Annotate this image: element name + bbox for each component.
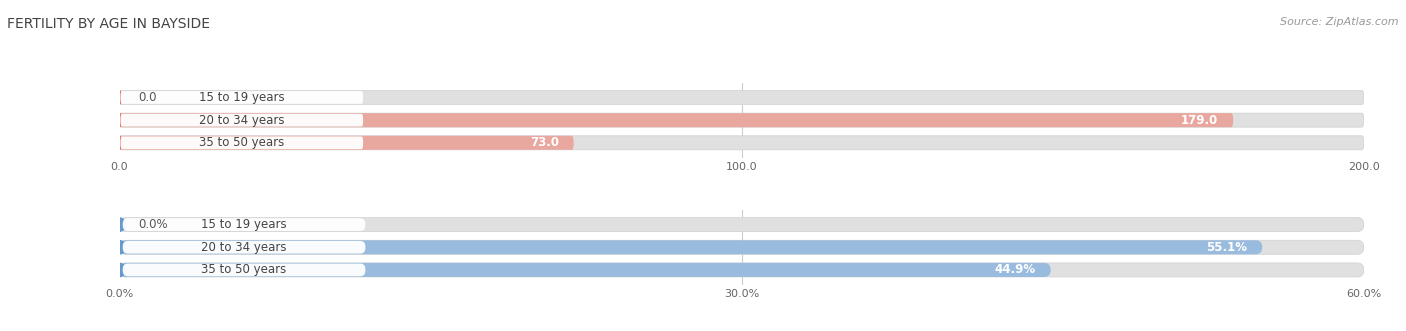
Text: 15 to 19 years: 15 to 19 years (200, 91, 284, 104)
FancyBboxPatch shape (121, 114, 363, 126)
Text: 0.0%: 0.0% (138, 218, 167, 231)
Text: 0.0: 0.0 (138, 91, 156, 104)
Circle shape (114, 263, 125, 277)
Circle shape (114, 241, 125, 254)
FancyBboxPatch shape (120, 90, 1364, 105)
FancyBboxPatch shape (122, 241, 366, 254)
Text: 179.0: 179.0 (1181, 114, 1218, 127)
FancyBboxPatch shape (120, 263, 1364, 277)
Text: 55.1%: 55.1% (1206, 241, 1247, 254)
Text: 20 to 34 years: 20 to 34 years (200, 114, 284, 127)
Text: FERTILITY BY AGE IN BAYSIDE: FERTILITY BY AGE IN BAYSIDE (7, 17, 209, 30)
Text: 35 to 50 years: 35 to 50 years (200, 136, 284, 149)
FancyBboxPatch shape (120, 240, 1263, 254)
FancyBboxPatch shape (120, 240, 1364, 254)
FancyBboxPatch shape (120, 113, 1364, 127)
Circle shape (118, 136, 121, 150)
Text: 44.9%: 44.9% (994, 263, 1036, 276)
Text: 15 to 19 years: 15 to 19 years (201, 218, 287, 231)
FancyBboxPatch shape (120, 136, 574, 150)
FancyBboxPatch shape (121, 91, 363, 104)
Text: 20 to 34 years: 20 to 34 years (201, 241, 287, 254)
FancyBboxPatch shape (122, 263, 366, 276)
Circle shape (118, 91, 121, 104)
FancyBboxPatch shape (120, 263, 1050, 277)
FancyBboxPatch shape (122, 218, 366, 231)
Text: 35 to 50 years: 35 to 50 years (201, 263, 287, 276)
FancyBboxPatch shape (120, 113, 1233, 127)
Circle shape (114, 218, 125, 231)
FancyBboxPatch shape (121, 136, 363, 149)
Text: Source: ZipAtlas.com: Source: ZipAtlas.com (1281, 17, 1399, 26)
FancyBboxPatch shape (120, 217, 1364, 232)
Text: 73.0: 73.0 (530, 136, 558, 149)
Circle shape (118, 114, 121, 127)
FancyBboxPatch shape (120, 136, 1364, 150)
